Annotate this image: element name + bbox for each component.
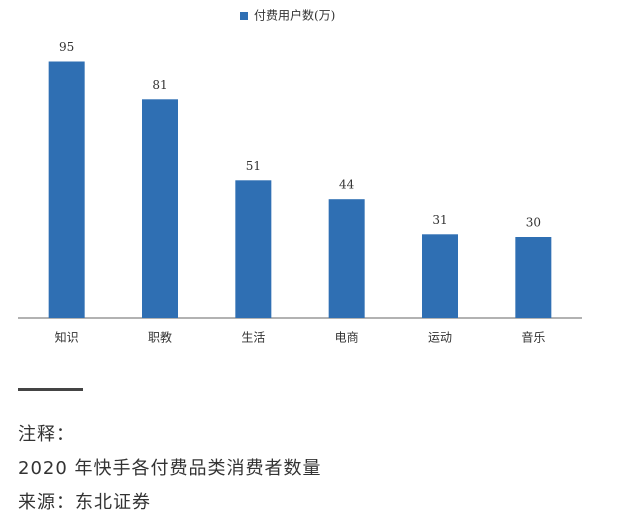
- x-tick-label: 音乐: [521, 330, 545, 345]
- x-tick-label: 电商: [335, 330, 359, 345]
- data-label: 81: [152, 78, 167, 92]
- data-label: 44: [339, 178, 355, 192]
- note-label: 注释：: [18, 424, 75, 445]
- bar: [422, 234, 458, 318]
- x-tick-label: 运动: [428, 331, 452, 345]
- data-label: 51: [246, 159, 261, 173]
- x-tick-label: 生活: [241, 331, 265, 345]
- bar: [235, 180, 272, 318]
- bar: [142, 99, 178, 318]
- bar: [328, 199, 365, 318]
- legend-swatch: [240, 12, 248, 20]
- x-tick-label: 职教: [148, 330, 172, 345]
- chart: 付费用户数(万) 知识 95 职教 81 生活 51 电商 44 运动 31 音乐 30: [18, 8, 582, 345]
- data-label: 30: [526, 216, 541, 230]
- data-label: 95: [59, 40, 74, 54]
- bar: [48, 61, 85, 318]
- bar: [515, 237, 552, 318]
- note-source: 来源：东北证券: [18, 492, 151, 513]
- note-description: 2020 年快手各付费品类消费者数量: [18, 458, 322, 479]
- divider: [18, 388, 83, 391]
- legend-label: 付费用户数(万): [254, 8, 335, 23]
- data-label: 31: [432, 213, 447, 227]
- x-tick-label: 知识: [55, 331, 79, 345]
